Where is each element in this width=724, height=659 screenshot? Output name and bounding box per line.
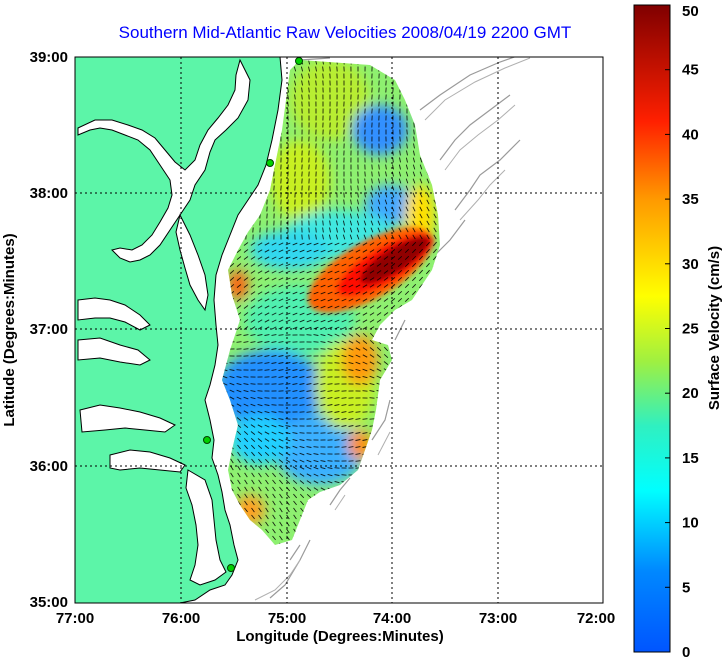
station-marker bbox=[295, 57, 303, 65]
pamlico-sound bbox=[185, 469, 227, 586]
x-tick-label: 72:00 bbox=[577, 610, 615, 627]
colorbar-tick-label: 45 bbox=[682, 62, 699, 79]
x-axis-label: Longitude (Degrees:Minutes) bbox=[236, 628, 444, 645]
radar-stations bbox=[203, 57, 303, 572]
colorbar-label: Surface Velocity (cm/s) bbox=[706, 246, 723, 410]
x-tick-label: 76:00 bbox=[162, 610, 200, 627]
x-tick-label: 73:00 bbox=[479, 610, 517, 627]
y-axis-label: Latitude (Degrees:Minutes) bbox=[1, 233, 18, 426]
x-tick-label: 77:00 bbox=[56, 610, 94, 627]
colorbar-tick-label: 5 bbox=[682, 579, 690, 596]
y-tick-label: 35:00 bbox=[30, 594, 68, 611]
tidal-rivers bbox=[77, 297, 186, 473]
colorbar-tick-label: 35 bbox=[682, 191, 699, 208]
colorbar-ticks: 0 5 10 15 20 25 30 35 40 45 50 bbox=[665, 3, 699, 659]
y-tick-label: 39:00 bbox=[30, 49, 68, 66]
y-tick-label: 36:00 bbox=[30, 458, 68, 475]
colorbar-gradient bbox=[633, 4, 671, 653]
axes-frame bbox=[74, 56, 604, 604]
station-marker bbox=[266, 159, 274, 167]
station-marker bbox=[227, 564, 235, 572]
colorbar-tick-label: 0 bbox=[682, 644, 690, 659]
x-axis: 77:00 76:00 75:00 74:00 73:00 72:00 Long… bbox=[56, 610, 615, 645]
x-tick-label: 74:00 bbox=[373, 610, 411, 627]
map-title: Southern Mid-Atlantic Raw Velocities 200… bbox=[119, 23, 572, 42]
bay-mouth bbox=[175, 213, 209, 312]
colorbar-tick-label: 15 bbox=[682, 450, 699, 467]
x-tick-label: 75:00 bbox=[268, 610, 306, 627]
colorbar: 0 5 10 15 20 25 30 35 40 45 50 Surface Velocity (c… bbox=[633, 3, 723, 659]
map-plot-area bbox=[75, 57, 603, 603]
bathymetry-contours bbox=[269, 57, 521, 599]
colorbar-tick-label: 25 bbox=[682, 321, 699, 338]
station-marker bbox=[203, 436, 211, 444]
colorbar-tick-label: 50 bbox=[682, 3, 699, 20]
y-axis: 39:00 38:00 37:00 36:00 35:00 Latitude (… bbox=[1, 49, 68, 611]
colorbar-tick-label: 10 bbox=[682, 515, 699, 532]
colorbar-tick-label: 30 bbox=[682, 256, 699, 273]
bathymetry-contours-outer bbox=[254, 57, 531, 601]
chesapeake-bay bbox=[77, 58, 251, 263]
gridlines bbox=[75, 57, 603, 603]
y-tick-label: 38:00 bbox=[30, 185, 68, 202]
colorbar-tick-label: 40 bbox=[682, 126, 699, 143]
colorbar-tick-label: 20 bbox=[682, 385, 699, 402]
y-tick-label: 37:00 bbox=[30, 321, 68, 338]
